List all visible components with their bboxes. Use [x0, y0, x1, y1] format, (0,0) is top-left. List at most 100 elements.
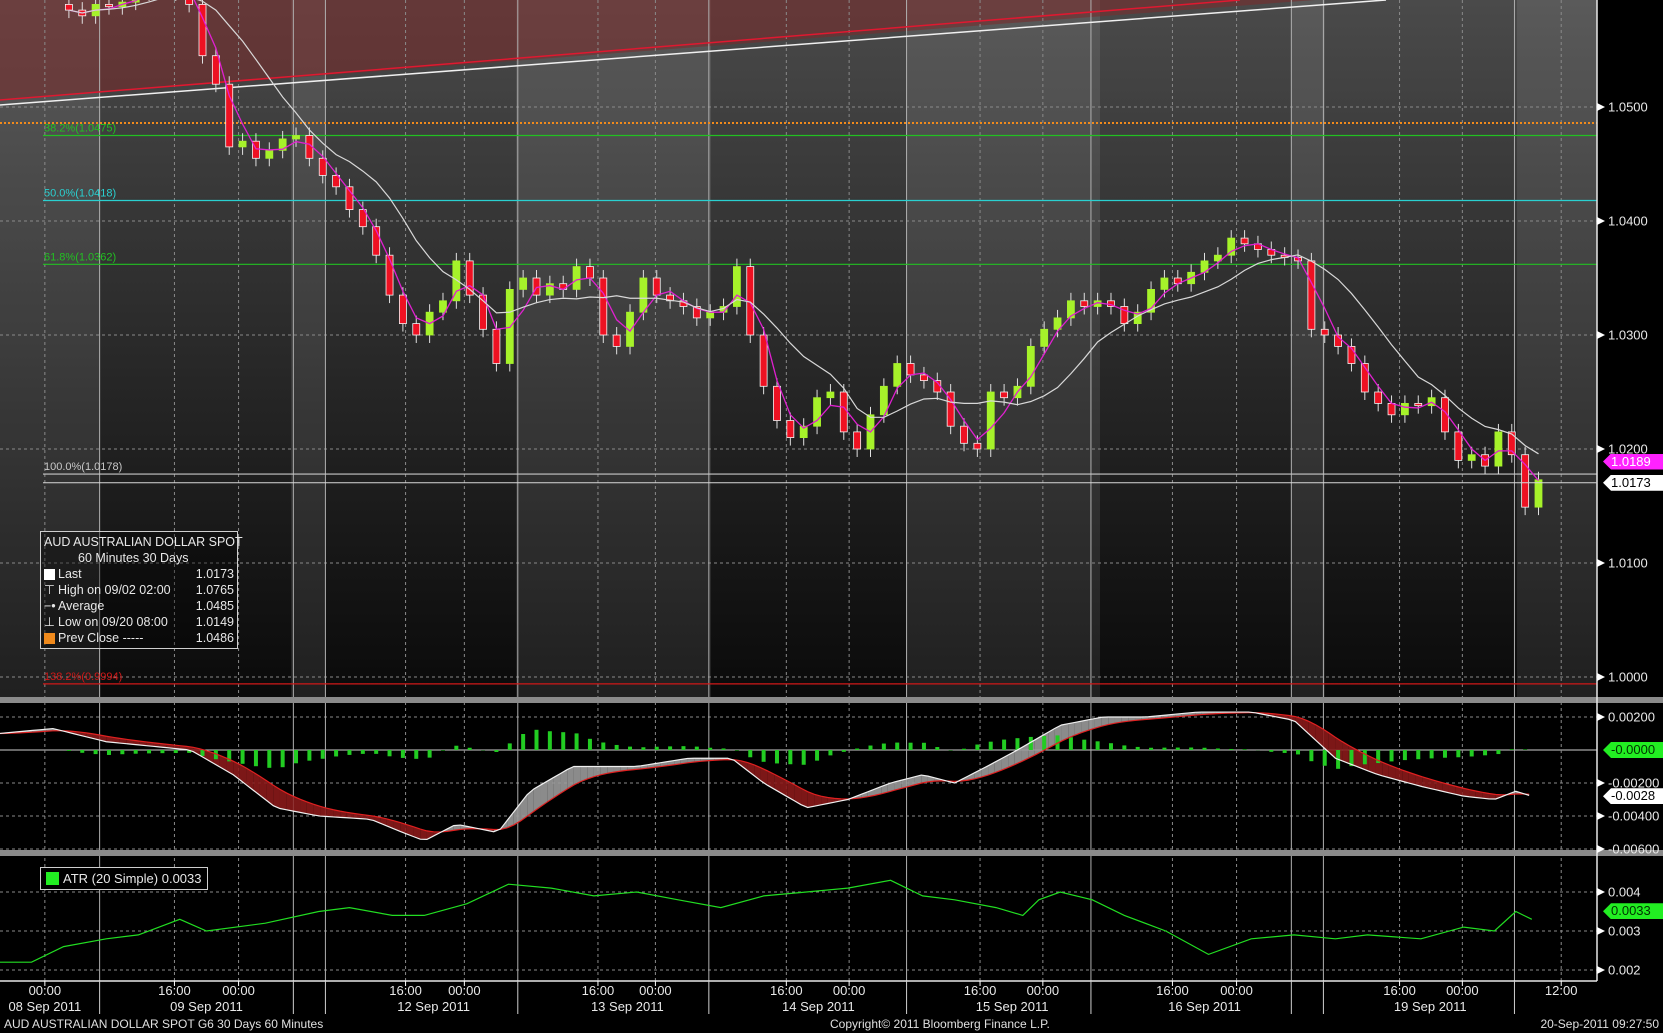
candle — [706, 311, 715, 319]
candle — [973, 442, 982, 450]
candle — [1507, 431, 1516, 456]
candle — [1227, 237, 1236, 256]
legend-row-average: −• Average 1.0485 — [44, 598, 234, 614]
macd-histogram-bar — [227, 750, 232, 762]
macd-fill — [1408, 772, 1416, 785]
macd-histogram-bar — [601, 742, 606, 750]
candle — [278, 138, 287, 151]
tick-arrow — [1597, 103, 1605, 111]
candle — [545, 283, 554, 296]
macd-fill — [580, 766, 588, 782]
candle — [626, 311, 634, 347]
tick-arrow — [1597, 217, 1605, 225]
macd-histogram-bar — [494, 750, 499, 752]
candle — [1147, 288, 1155, 313]
macd-fill — [1088, 718, 1095, 731]
security-legend[interactable]: AUD AUSTRALIAN DOLLAR SPOT 60 Minutes 30… — [40, 531, 243, 649]
axes-ticks — [43, 103, 1605, 1014]
macd-histogram-bar — [307, 750, 312, 761]
macd-histogram-bar — [1483, 750, 1488, 756]
macd-fill — [1048, 728, 1055, 749]
candle — [1160, 277, 1169, 290]
macd-fill — [607, 766, 614, 774]
macd-tick-label: -0.00600 — [1608, 841, 1660, 857]
candle — [612, 334, 621, 347]
macd-histogram-bar — [1416, 750, 1421, 760]
macd-fill — [193, 747, 200, 756]
macd-histogram-bar — [1362, 750, 1367, 765]
atr-swatch-icon — [46, 872, 59, 885]
candle — [639, 277, 648, 313]
candle — [1320, 328, 1329, 336]
macd-histogram-bar — [1229, 748, 1234, 750]
macd-tick-label: -0.00200 — [1608, 775, 1660, 791]
candle — [1454, 431, 1463, 461]
legend-value: 1.0173 — [195, 567, 234, 581]
macd-fill — [1375, 759, 1383, 776]
macd-fill — [914, 775, 922, 785]
macd-fill — [787, 781, 795, 801]
macd-histogram-bar — [1456, 750, 1461, 758]
candle — [105, 4, 113, 8]
macd-fill — [1034, 736, 1042, 756]
macd-fill — [413, 826, 421, 840]
macd-histogram-bar — [1135, 746, 1140, 750]
legend-title: AUD AUSTRALIAN DOLLAR SPOT — [44, 535, 243, 549]
macd-fill — [613, 766, 621, 773]
macd-fill — [239, 764, 247, 786]
macd-histogram-bar — [534, 729, 539, 750]
atr-tick-label: 0.004 — [1608, 884, 1641, 900]
candle — [733, 266, 741, 307]
session-band — [516, 0, 711, 697]
candle — [920, 374, 928, 381]
macd-histogram-bar — [1042, 736, 1047, 750]
macd-histogram-bar — [921, 742, 926, 750]
tick-arrow — [1597, 559, 1605, 567]
footer-timestamp: 20-Sep-2011 09:27:50 — [1540, 1017, 1659, 1031]
candle — [906, 363, 915, 376]
panel-divider-2[interactable] — [0, 850, 1663, 856]
macd-fill — [313, 804, 321, 817]
macd-fill — [453, 825, 461, 831]
macd-fill — [814, 794, 822, 807]
macd-fill — [861, 791, 868, 798]
candle — [372, 226, 381, 256]
candle — [692, 306, 701, 319]
prev-close-swatch-icon — [44, 632, 55, 644]
candle — [1534, 479, 1543, 508]
panel-divider-1[interactable] — [0, 697, 1663, 703]
candle — [398, 294, 407, 325]
candle — [1240, 237, 1249, 245]
date-tick-label: 08 Sep 2011 — [8, 999, 82, 1014]
price-tick-label: 1.0500 — [1608, 99, 1648, 115]
atr-panel-background — [0, 856, 1597, 981]
macd-histogram-bar — [855, 748, 860, 750]
candle — [332, 174, 341, 188]
macd-histogram-bar — [133, 750, 138, 754]
macd-histogram-bar — [93, 750, 98, 755]
macd-histogram-bar — [828, 750, 833, 756]
macd-fill — [1001, 755, 1009, 771]
macd-histogram-bar — [454, 745, 459, 750]
macd-fill — [1074, 721, 1082, 736]
tick-arrow — [1597, 713, 1605, 721]
macd-fill — [807, 791, 815, 808]
macd-fill — [507, 811, 514, 828]
macd-fill — [1008, 751, 1015, 768]
macd-fill — [1422, 776, 1429, 789]
macd-fill — [1288, 715, 1296, 722]
macd-fill — [1081, 719, 1089, 733]
candle — [452, 260, 461, 302]
atr-legend[interactable]: ATR (20 Simple) 0.0033 — [40, 867, 208, 890]
time-tick-label: 00:00 — [1220, 983, 1253, 998]
macd-fill — [921, 775, 928, 784]
macd-fill — [593, 766, 601, 777]
candle — [465, 260, 474, 296]
macd-fill — [1469, 789, 1476, 798]
macd-histogram-bar — [1095, 741, 1100, 750]
session-band — [906, 0, 1100, 697]
candle — [1040, 328, 1049, 347]
macd-fill — [1455, 786, 1463, 796]
macd-fill — [1489, 793, 1496, 799]
